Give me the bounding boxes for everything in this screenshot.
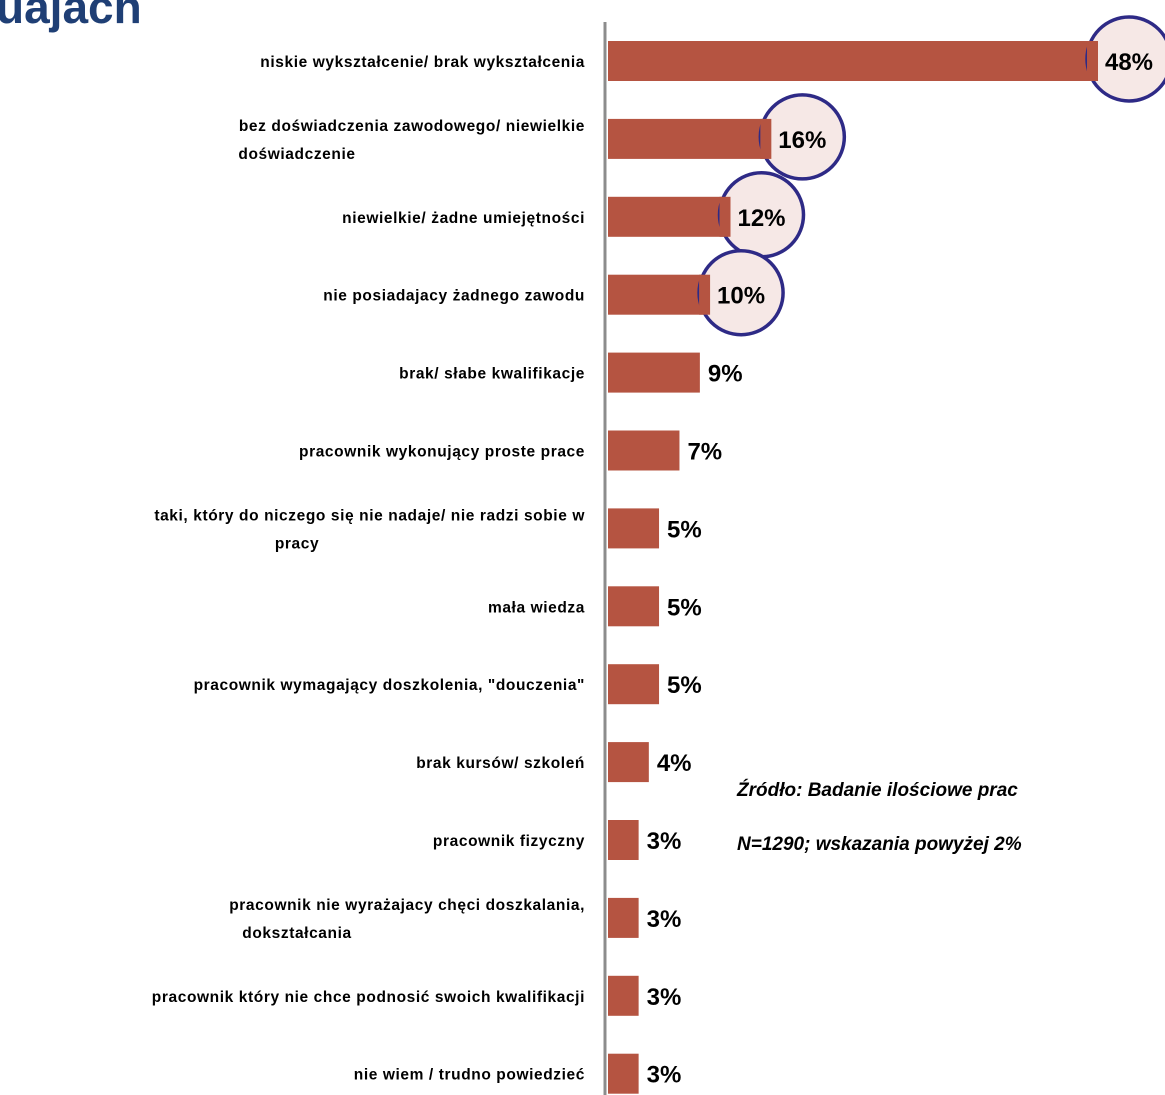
bar	[608, 508, 660, 549]
bar	[608, 975, 639, 1016]
category-label: niewielkie/ żadne umiejętności	[342, 210, 585, 227]
source-note-line2: N=1290; wskazania powyżej 2%	[737, 834, 1022, 855]
bar	[608, 352, 700, 393]
bar-overlap	[719, 196, 731, 237]
data-label: 4%	[657, 750, 692, 777]
data-label: 7%	[687, 439, 722, 466]
category-label: mała wiedza	[488, 599, 585, 616]
data-label: 48%	[1105, 49, 1153, 76]
category-label: niskie wykształcenie/ brak wykształcenia	[260, 54, 585, 71]
bar	[608, 820, 639, 860]
bar	[608, 41, 1098, 81]
data-label: 5%	[667, 672, 702, 699]
page-title-fragment: uajach	[0, 0, 142, 33]
bar	[608, 742, 649, 783]
category-label: pracownik który nie chce podnosić swoich…	[152, 989, 585, 1006]
bar	[608, 1053, 639, 1094]
category-label: bez doświadczenia zawodowego/ niewielkie	[239, 118, 585, 135]
data-label: 9%	[708, 361, 743, 388]
data-label: 12%	[737, 205, 785, 232]
data-label: 3%	[647, 828, 682, 855]
category-label: dokształcania	[242, 925, 351, 942]
data-label: 3%	[647, 906, 682, 933]
bar	[608, 430, 680, 471]
category-label: pracy	[275, 535, 319, 552]
bar	[608, 118, 772, 159]
category-label: nie posiadajacy żadnego zawodu	[323, 288, 585, 305]
bar	[608, 897, 639, 938]
data-label: 16%	[778, 127, 826, 154]
data-label: 3%	[647, 1062, 682, 1089]
category-label: pracownik nie wyrażajacy chęci doszkalan…	[229, 897, 585, 914]
bar-overlap	[1087, 41, 1098, 81]
data-label: 10%	[717, 283, 765, 310]
bar-overlap	[699, 274, 711, 315]
category-label: nie wiem / trudno powiedzieć	[354, 1067, 585, 1084]
category-label: doświadczenie	[238, 146, 355, 163]
category-label: pracownik wymagający doszkolenia, "doucz…	[194, 677, 585, 694]
bar	[608, 586, 660, 627]
bar	[608, 196, 731, 237]
category-label: taki, który do niczego się nie nadaje/ n…	[154, 507, 585, 524]
bar	[608, 274, 711, 315]
data-label: 3%	[647, 984, 682, 1011]
data-label: 5%	[667, 594, 702, 621]
data-label: 5%	[667, 516, 702, 543]
category-label: brak kursów/ szkoleń	[416, 755, 585, 772]
category-label: pracownik wykonujący proste prace	[299, 444, 585, 461]
category-label: brak/ słabe kwalifikacje	[399, 366, 585, 383]
category-label: pracownik fizyczny	[433, 833, 585, 850]
bar	[608, 664, 660, 705]
source-note-line1: Źródło: Badanie ilościowe prac	[737, 780, 1018, 801]
bar-overlap	[760, 118, 772, 159]
